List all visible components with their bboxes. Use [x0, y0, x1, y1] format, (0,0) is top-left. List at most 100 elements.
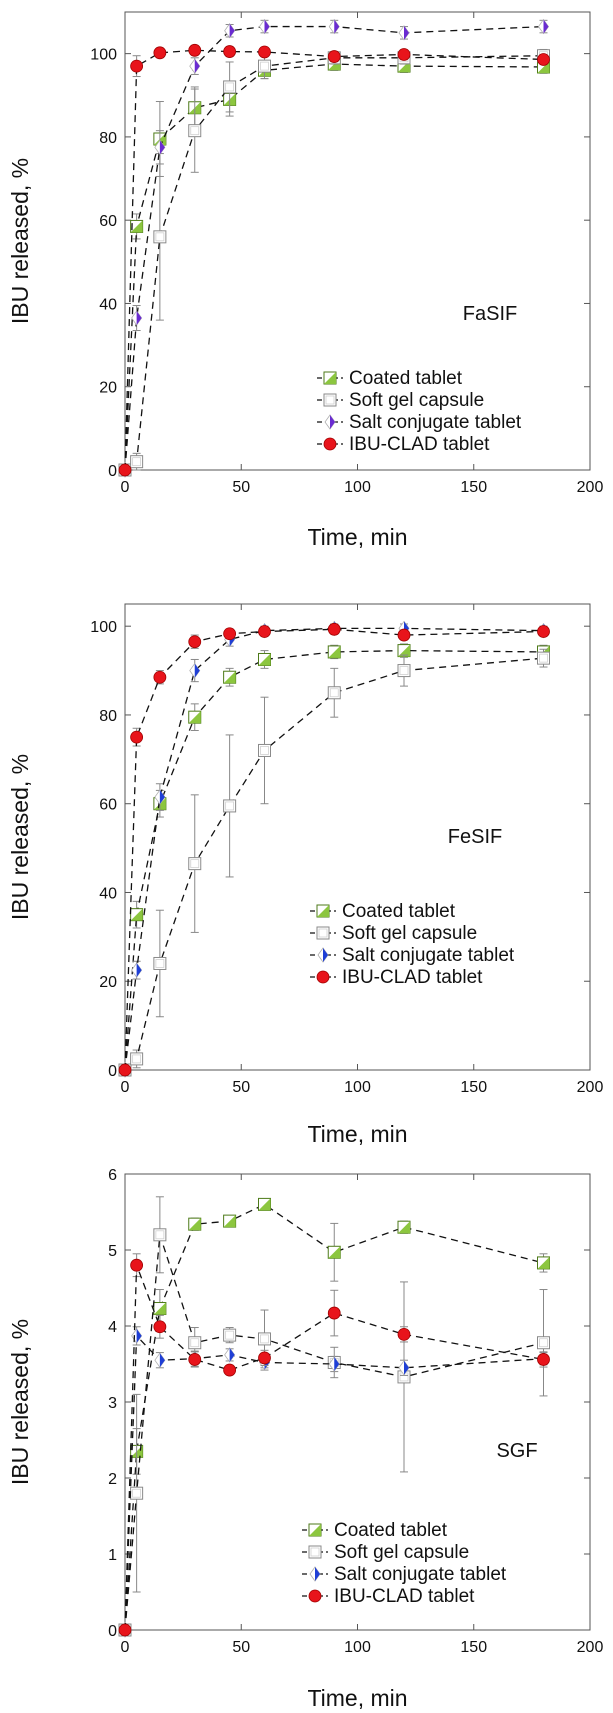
y-tick-label: 60	[99, 213, 117, 230]
legend-marker	[316, 926, 330, 940]
legend-marker	[308, 1589, 322, 1603]
data-point-box	[188, 1336, 202, 1350]
data-point-box	[153, 1228, 167, 1242]
data-point	[131, 962, 143, 978]
data-point-box	[537, 651, 550, 665]
data-point	[258, 59, 271, 73]
y-tick-label: 20	[99, 974, 117, 991]
data-point	[398, 1360, 410, 1376]
x-axis-label: Time, min	[307, 1121, 407, 1147]
data-point-box	[130, 1052, 144, 1066]
x-tick-label: 150	[460, 1639, 487, 1656]
legend-marker-box	[323, 393, 337, 407]
series-3	[118, 43, 550, 477]
data-point	[131, 1328, 143, 1344]
y-tick-label: 0	[108, 1063, 117, 1080]
data-point	[224, 23, 236, 39]
data-point-fill	[328, 645, 341, 658]
series-line	[124, 657, 544, 1071]
x-axis-label: Time, min	[307, 1685, 407, 1711]
data-point	[538, 18, 549, 35]
y-tick-label: 1	[108, 1547, 117, 1564]
data-point	[223, 80, 237, 94]
y-tick-label: 2	[108, 1471, 117, 1488]
y-tick-label: 5	[108, 1243, 117, 1260]
data-point-box	[223, 799, 237, 813]
data-point	[188, 857, 202, 871]
data-point	[130, 1258, 144, 1272]
data-point-fill	[136, 311, 142, 326]
data-point	[153, 230, 167, 244]
data-point-box	[537, 1336, 550, 1350]
data-point	[223, 1214, 237, 1228]
data-point-fill	[258, 1198, 271, 1211]
data-point	[327, 1245, 341, 1259]
data-point-fill	[159, 1353, 165, 1368]
series-line	[124, 49, 544, 471]
data-point	[258, 1197, 271, 1211]
data-point	[223, 627, 237, 641]
legend-marker	[323, 371, 337, 385]
legend-marker	[316, 970, 330, 984]
series-line	[124, 627, 544, 1071]
legend-marker	[324, 414, 336, 430]
x-tick-label: 0	[121, 1639, 130, 1656]
x-tick-label: 100	[344, 1079, 371, 1096]
data-point	[189, 662, 201, 679]
data-point	[397, 644, 411, 658]
x-axis-label: Time, min	[307, 524, 407, 550]
data-point-fill	[229, 23, 235, 38]
data-point	[131, 310, 143, 326]
data-point	[223, 799, 237, 813]
data-point	[397, 1220, 411, 1234]
legend-marker-fill	[315, 1567, 320, 1581]
data-point	[130, 1052, 144, 1066]
data-point-inner	[155, 959, 165, 968]
series-1	[118, 1196, 550, 1637]
x-tick-label: 200	[577, 479, 604, 496]
legend-label: Coated tablet	[334, 1520, 448, 1541]
data-point	[223, 1363, 237, 1377]
data-point-box	[223, 80, 237, 94]
data-point-fill	[130, 220, 143, 233]
data-point	[397, 1327, 411, 1341]
data-point	[258, 45, 271, 59]
data-point-box	[153, 230, 167, 244]
data-point-inner	[260, 746, 269, 755]
y-axis-label: IBU released, %	[7, 754, 33, 920]
series-line	[124, 649, 544, 1071]
data-point	[153, 956, 167, 970]
y-tick-label: 0	[108, 463, 117, 480]
x-tick-label: 50	[232, 1079, 250, 1096]
data-point	[397, 628, 411, 642]
data-point	[259, 18, 270, 35]
data-point-inner	[399, 666, 409, 675]
data-point	[327, 686, 341, 700]
data-point	[328, 1356, 340, 1372]
y-tick-label: 80	[99, 708, 117, 725]
chart-fesif: 0 50 100 150 200 0 20 40 60 80 100 Time, min IBU rel…	[7, 603, 603, 1147]
data-point-box	[223, 1328, 237, 1342]
data-point	[130, 59, 144, 73]
y-axis-label: IBU released, %	[7, 1319, 33, 1485]
data-point	[118, 1063, 132, 1077]
data-point-inner	[225, 82, 235, 92]
series-3	[118, 622, 550, 1077]
data-point	[153, 46, 167, 60]
legend-label: IBU-CLAD tablet	[342, 967, 483, 988]
data-point	[223, 1328, 237, 1342]
legend-marker	[317, 947, 329, 963]
data-point	[118, 463, 132, 477]
x-tick-label: 100	[344, 479, 371, 496]
legend-marker-fill	[309, 1524, 321, 1536]
data-point-fill	[537, 1256, 550, 1269]
data-point	[258, 743, 271, 757]
data-point	[223, 45, 237, 58]
data-point-box	[327, 686, 341, 700]
data-point	[153, 1302, 167, 1316]
chart-fasif: 0 50 100 150 200 0 20 40 60 80 100 Time, min IBU rel…	[7, 11, 604, 550]
y-tick-label: 80	[99, 130, 117, 147]
panel-annotation: FeSIF	[448, 826, 502, 848]
data-point	[130, 219, 144, 233]
